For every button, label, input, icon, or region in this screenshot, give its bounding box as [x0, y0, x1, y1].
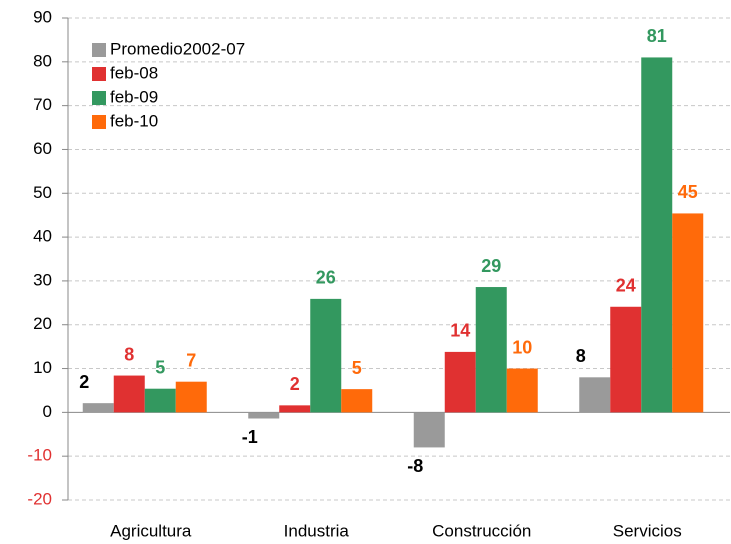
y-tick-label: 80 [33, 51, 52, 70]
y-tick-label: -10 [27, 446, 52, 465]
bar [113, 375, 145, 413]
y-tick-label: 70 [33, 95, 52, 114]
value-label: 5 [155, 357, 165, 377]
legend-swatch [92, 91, 106, 105]
bar [310, 298, 342, 413]
value-label: 24 [616, 276, 636, 296]
bar [610, 306, 642, 413]
bar [144, 388, 176, 413]
value-label: 14 [450, 321, 470, 341]
value-label: 10 [512, 337, 532, 357]
y-tick-label: 40 [33, 227, 52, 246]
value-label: -1 [242, 427, 258, 447]
bar [175, 381, 207, 413]
y-tick-label: 50 [33, 183, 52, 202]
x-tick-label: Servicios [613, 521, 682, 540]
bar [475, 287, 507, 413]
value-label: 2 [79, 372, 89, 392]
value-label: 8 [576, 346, 586, 366]
y-tick-label: 20 [33, 314, 52, 333]
value-label: 2 [290, 374, 300, 394]
legend-label: feb-10 [110, 111, 158, 130]
value-label: 7 [186, 350, 196, 370]
x-tick-label: Agricultura [110, 521, 192, 540]
value-label: 81 [647, 26, 667, 46]
y-tick-label: 0 [43, 402, 52, 421]
bar [413, 412, 445, 448]
bar [248, 412, 280, 419]
bar [506, 368, 538, 413]
legend-label: Promedio2002-07 [110, 39, 245, 58]
value-label: 29 [481, 256, 501, 276]
bar [641, 57, 673, 413]
x-tick-label: Construcción [432, 521, 531, 540]
legend-label: feb-08 [110, 63, 158, 82]
legend-swatch [92, 115, 106, 129]
legend-swatch [92, 67, 106, 81]
x-tick-label: Industria [284, 521, 350, 540]
y-tick-label: 60 [33, 139, 52, 158]
legend-label: feb-09 [110, 87, 158, 106]
y-tick-label: -20 [27, 489, 52, 508]
bar [579, 377, 611, 413]
y-tick-label: 30 [33, 270, 52, 289]
legend-swatch [92, 43, 106, 57]
bar [444, 351, 476, 413]
bar [341, 389, 373, 413]
y-tick-label: 90 [33, 7, 52, 26]
y-tick-label: 10 [33, 358, 52, 377]
bar [672, 213, 704, 413]
value-label: 5 [352, 358, 362, 378]
value-label: 45 [678, 182, 698, 202]
bar [279, 405, 311, 413]
value-label: 8 [124, 344, 134, 364]
bar [82, 403, 114, 413]
value-label: 26 [316, 268, 336, 288]
value-label: -8 [407, 456, 423, 476]
